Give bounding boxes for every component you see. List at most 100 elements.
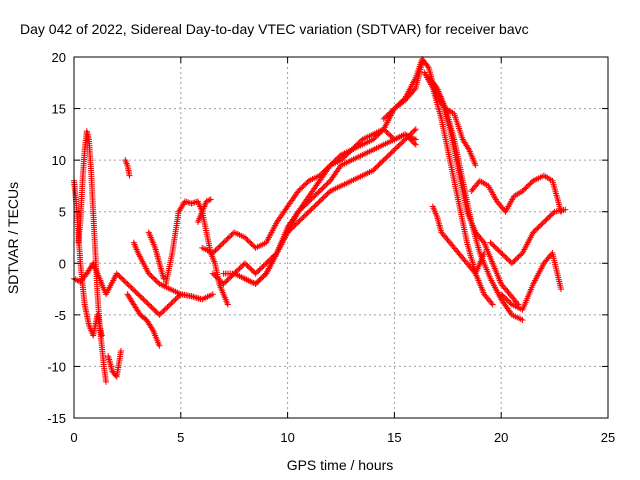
data-point xyxy=(125,282,132,289)
data-point xyxy=(539,220,546,227)
data-point xyxy=(153,309,160,316)
data-point xyxy=(531,228,538,235)
chart-title: Day 042 of 2022, Sidereal Day-to-day VTE… xyxy=(20,21,529,37)
data-point xyxy=(219,240,226,247)
data-point xyxy=(239,262,246,269)
data-point xyxy=(244,237,251,244)
data-point xyxy=(303,211,310,218)
data-point xyxy=(304,210,311,217)
data-point xyxy=(487,239,494,246)
y-tick-label: 15 xyxy=(52,102,66,117)
data-point xyxy=(224,301,231,308)
data-point xyxy=(481,249,488,256)
data-point xyxy=(392,145,399,152)
data-point xyxy=(161,306,168,313)
data-point xyxy=(315,189,322,196)
y-tick-label: 20 xyxy=(52,50,66,65)
data-point xyxy=(328,161,335,168)
data-point xyxy=(209,249,216,256)
data-point xyxy=(338,157,344,164)
data-point xyxy=(217,242,224,249)
data-point xyxy=(519,317,526,324)
data-point xyxy=(103,378,110,385)
data-point xyxy=(257,275,264,282)
data-point xyxy=(213,274,220,281)
data-point xyxy=(350,145,357,152)
data-point xyxy=(313,190,320,197)
series-track-n xyxy=(241,126,419,287)
data-point xyxy=(124,280,131,287)
data-point xyxy=(295,188,302,195)
data-point xyxy=(228,273,235,280)
data-point xyxy=(206,197,213,204)
data-point xyxy=(540,219,547,226)
data-point xyxy=(259,274,266,281)
data-point xyxy=(237,264,244,271)
data-point xyxy=(519,188,526,195)
data-point xyxy=(316,188,323,195)
data-point xyxy=(224,277,231,284)
y-axis-label: SDTVAR / TECUs xyxy=(5,182,21,294)
data-point xyxy=(159,309,166,316)
data-point xyxy=(256,266,263,273)
data-point xyxy=(402,131,409,138)
y-tick-label: 5 xyxy=(59,205,66,220)
data-point xyxy=(398,140,405,147)
data-point xyxy=(299,184,306,191)
data-point xyxy=(113,270,120,277)
data-point xyxy=(386,151,393,158)
data-point xyxy=(171,297,178,304)
data-point xyxy=(165,302,172,309)
data-point xyxy=(257,265,264,272)
data-point xyxy=(253,269,260,276)
data-point xyxy=(382,114,389,121)
data-point xyxy=(301,181,308,188)
data-point xyxy=(324,190,331,197)
data-point xyxy=(151,306,158,313)
data-point xyxy=(398,99,405,106)
series-track-v xyxy=(498,249,565,313)
data-point xyxy=(98,332,105,339)
data-point xyxy=(249,268,256,275)
data-point xyxy=(241,260,248,267)
data-point xyxy=(203,198,210,205)
data-point xyxy=(248,266,255,273)
data-point xyxy=(502,295,509,302)
data-point xyxy=(488,300,495,307)
data-point xyxy=(492,244,499,251)
data-point xyxy=(148,304,155,311)
data-point xyxy=(402,136,409,143)
data-point xyxy=(351,144,358,151)
data-point xyxy=(383,113,390,120)
data-point xyxy=(145,270,152,277)
data-point xyxy=(121,278,128,285)
data-point xyxy=(156,342,163,349)
data-point xyxy=(215,275,222,282)
data-point xyxy=(249,242,256,249)
data-point xyxy=(394,102,401,109)
data-point xyxy=(542,217,549,224)
data-point xyxy=(140,296,147,303)
data-point xyxy=(512,256,519,263)
data-point xyxy=(535,224,542,231)
data-point xyxy=(245,264,252,271)
data-point xyxy=(499,251,506,258)
data-point xyxy=(506,298,513,305)
data-point xyxy=(172,296,179,303)
data-point xyxy=(374,163,381,170)
data-point xyxy=(236,265,243,272)
data-point xyxy=(265,257,272,264)
data-point xyxy=(352,142,359,149)
data-point xyxy=(207,196,214,203)
data-point xyxy=(308,206,315,213)
axis-ticks xyxy=(73,56,609,419)
data-point xyxy=(297,216,304,223)
data-point xyxy=(392,104,399,111)
data-point xyxy=(301,212,308,219)
data-point xyxy=(145,301,152,308)
y-tick-label: -10 xyxy=(47,359,66,374)
data-point xyxy=(522,185,529,192)
series-track-i xyxy=(162,198,231,308)
data-point xyxy=(323,191,330,198)
